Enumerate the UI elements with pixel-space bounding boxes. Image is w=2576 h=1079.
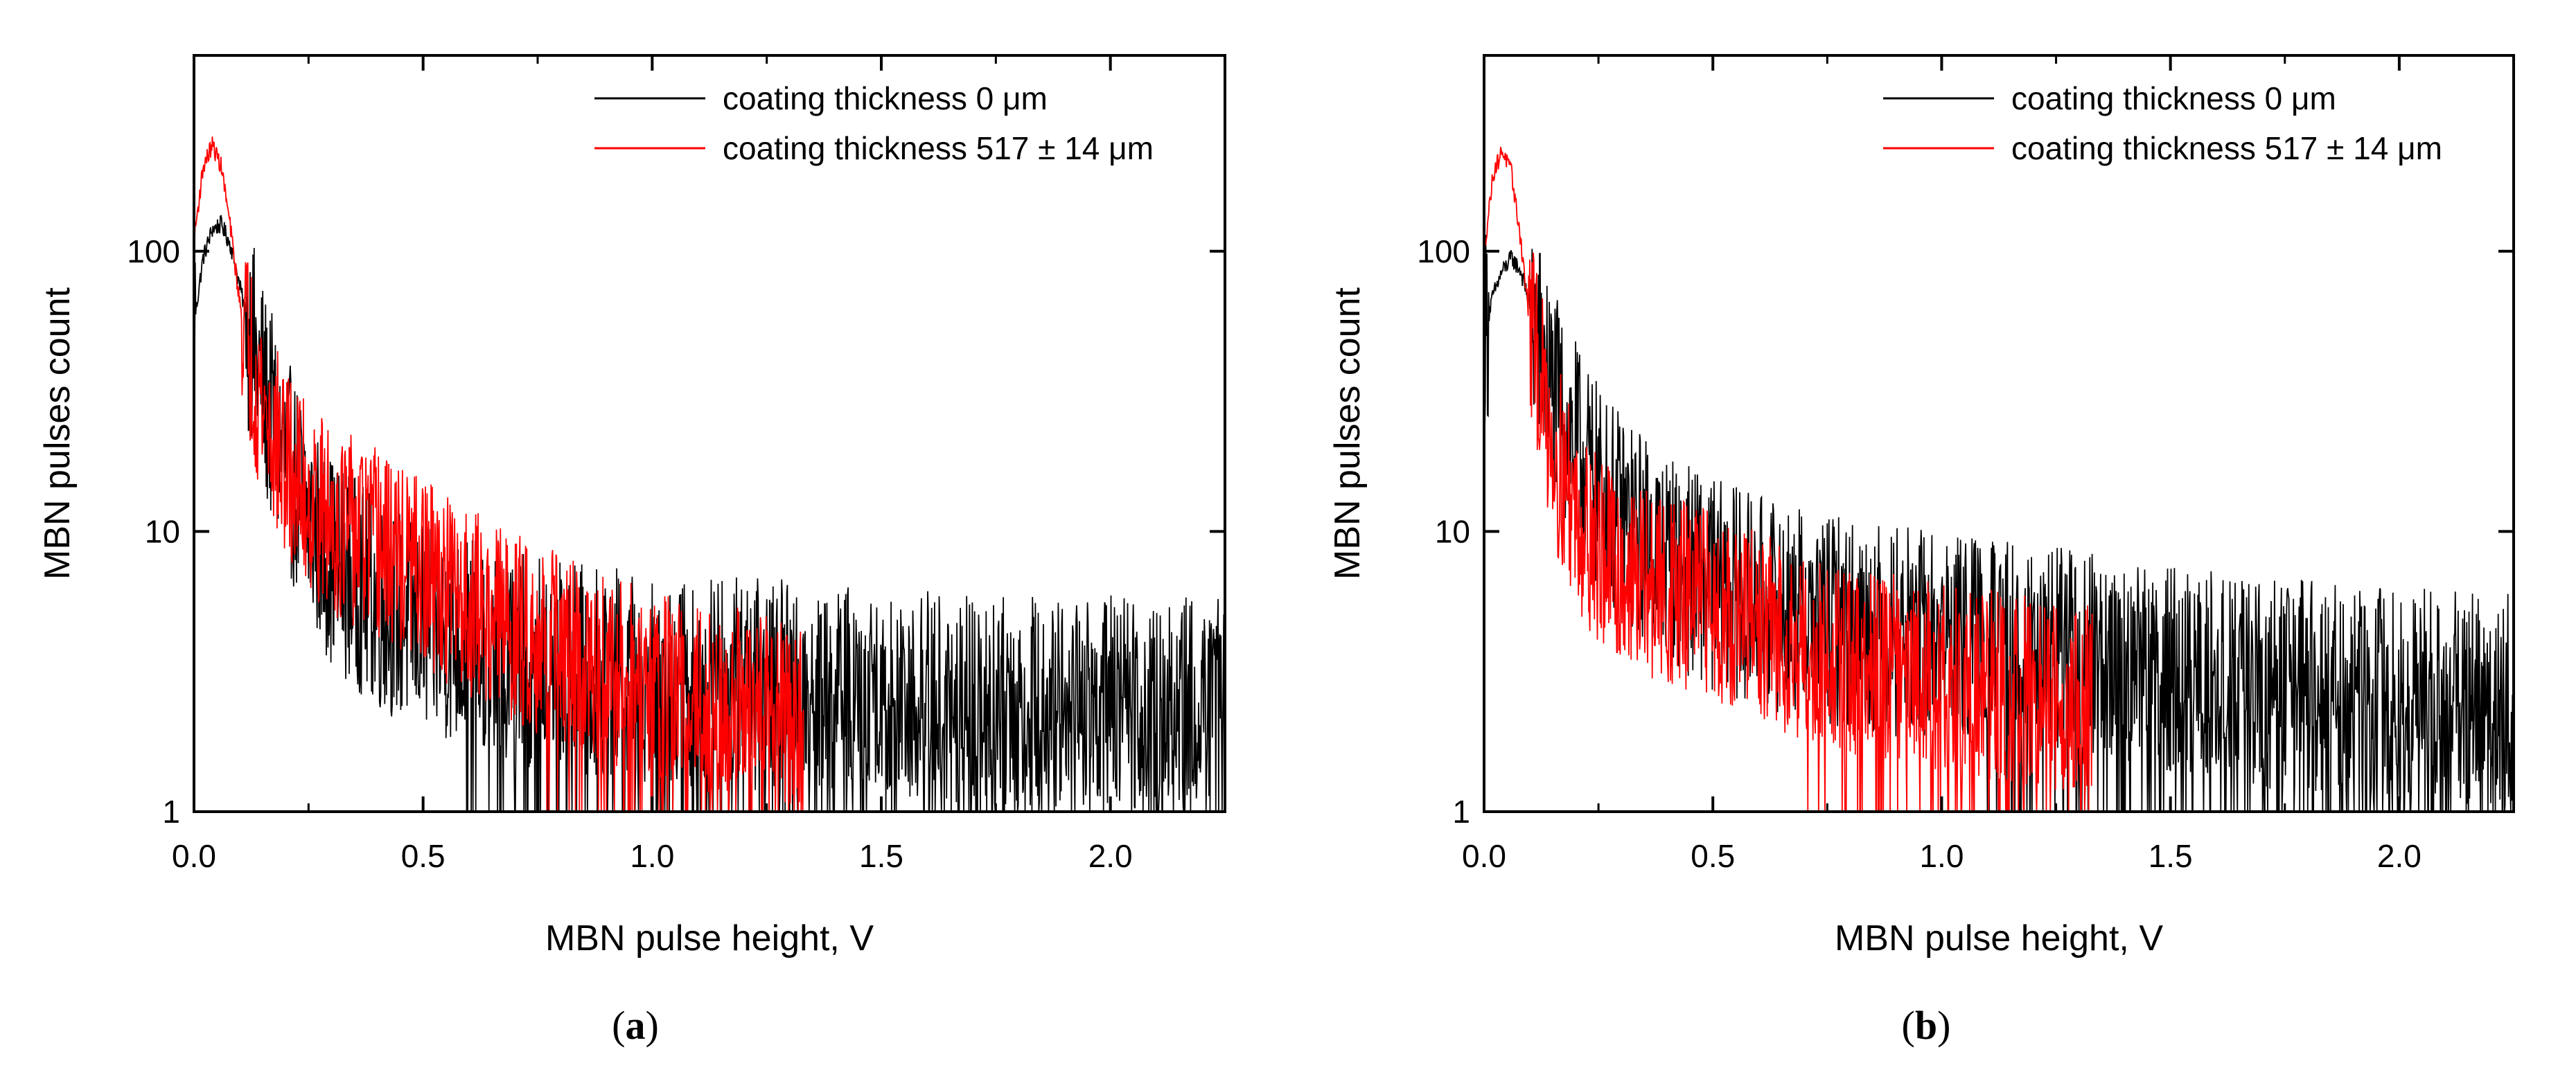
- chart-panel-2: 0.0 0.5 1.0 1.5 2.0 1 10 100 MBN pulse height, V…: [1327, 54, 2515, 1048]
- panel-label-open: (: [1902, 1003, 1915, 1048]
- legend: coating thickness 0 μm coating thickness …: [1883, 80, 2442, 166]
- panel-label-close: ): [1937, 1003, 1950, 1048]
- series-line-uncoated: [1484, 235, 2514, 812]
- data-layer: [194, 136, 1225, 812]
- y-axis-label: MBN pulses count: [1327, 287, 1368, 580]
- chart-panel-1: 0.0 0.5 1.0 1.5 2.0 1 10 100 MBN pulse height, V…: [37, 54, 1226, 1048]
- panel-label-letter: a: [626, 1003, 646, 1048]
- y-tick-label: 100: [1417, 233, 1470, 269]
- legend-label: coating thickness 517 ± 14 μm: [723, 130, 1154, 166]
- y-tick-label: 10: [145, 513, 180, 549]
- panel-label-open: (: [612, 1003, 625, 1048]
- panel-label-close: ): [646, 1003, 659, 1048]
- y-tick-label: 1: [1452, 794, 1470, 830]
- x-tick-label: 2.0: [2377, 838, 2421, 874]
- x-tick-label: 1.0: [1919, 838, 1964, 874]
- x-tick-label: 2.0: [1088, 838, 1133, 874]
- legend-label: coating thickness 0 μm: [2011, 80, 2336, 116]
- series-line-coated: [1484, 147, 2094, 812]
- data-layer: [1484, 147, 2514, 812]
- x-tick-label: 1.5: [859, 838, 903, 874]
- x-axis-label: MBN pulse height, V: [545, 918, 874, 958]
- x-tick-label: 0.5: [401, 838, 445, 874]
- x-tick-label: 0.5: [1691, 838, 1735, 874]
- x-tick-label: 1.5: [2149, 838, 2193, 874]
- panel-label-letter: b: [1915, 1003, 1937, 1048]
- x-tick-label: 0.0: [1462, 838, 1506, 874]
- y-axis-label: MBN pulses count: [37, 287, 78, 580]
- y-tick-label: 10: [1435, 513, 1470, 549]
- panel-label: (b): [1902, 1003, 1951, 1048]
- y-tick-label: 100: [127, 233, 180, 269]
- plot-frame: [193, 54, 1226, 813]
- series-line-coated: [194, 136, 804, 812]
- legend-label: coating thickness 0 μm: [723, 80, 1048, 116]
- x-tick-label: 1.0: [630, 838, 674, 874]
- panel-label: (a): [612, 1003, 659, 1048]
- x-axis-label: MBN pulse height, V: [1835, 918, 2163, 958]
- y-tick-label: 1: [162, 794, 180, 830]
- legend-label: coating thickness 517 ± 14 μm: [2011, 130, 2442, 166]
- x-tick-label: 0.0: [172, 838, 216, 874]
- legend: coating thickness 0 μm coating thickness …: [594, 80, 1154, 166]
- plot-frame: [1483, 54, 2515, 813]
